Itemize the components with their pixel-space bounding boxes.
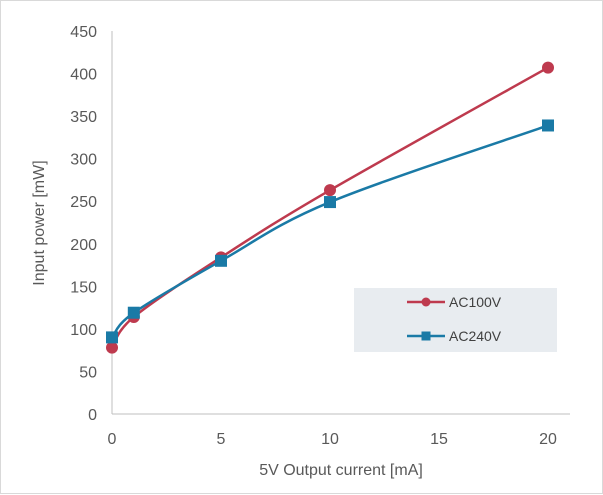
legend-box — [354, 288, 557, 352]
y-tick-label: 450 — [70, 24, 97, 41]
y-tick-label: 300 — [70, 152, 97, 169]
x-tick-label: 20 — [539, 431, 557, 448]
legend-marker-ac240v — [421, 331, 431, 341]
y-tick-label: 250 — [70, 194, 97, 211]
x-axis-title: 5V Output current [mA] — [259, 462, 423, 479]
y-tick-label: 100 — [70, 322, 97, 339]
y-tick-label: 200 — [70, 237, 97, 254]
data-point-ac100v — [106, 341, 118, 354]
data-point-ac100v — [542, 61, 554, 74]
data-point-ac240v — [324, 196, 336, 209]
legend-item-ac100v: AC100V — [407, 294, 502, 310]
x-tick-labels: 0 5 10 15 20 — [108, 431, 557, 448]
y-axis-title: Input power [mW] — [31, 160, 48, 285]
legend-marker-ac100v — [421, 297, 431, 307]
axes — [111, 31, 570, 415]
data-point-ac240v — [542, 119, 554, 132]
data-point-ac240v — [127, 306, 140, 319]
x-tick-label: 15 — [430, 431, 448, 448]
series-layer — [106, 61, 554, 354]
legend-label-ac240v: AC240V — [449, 328, 502, 344]
x-tick-label: 10 — [321, 431, 339, 448]
data-point-ac240v — [215, 254, 227, 267]
y-tick-label: 400 — [70, 67, 97, 84]
y-tick-label: 0 — [88, 407, 97, 424]
x-tick-label: 0 — [108, 431, 117, 448]
legend-label-ac100v: AC100V — [449, 294, 502, 310]
data-point-ac100v — [324, 184, 336, 197]
y-tick-label: 350 — [70, 109, 97, 126]
y-tick-labels: 0 50 100 150 200 250 300 350 400 450 — [70, 24, 97, 424]
y-tick-label: 50 — [79, 364, 97, 381]
series-ac240v — [106, 119, 554, 344]
legend-item-ac240v: AC240V — [407, 328, 502, 344]
legend: AC100V AC240V — [354, 288, 557, 352]
x-tick-label: 5 — [217, 431, 226, 448]
data-point-ac240v — [106, 331, 118, 344]
y-tick-label: 150 — [70, 279, 97, 296]
